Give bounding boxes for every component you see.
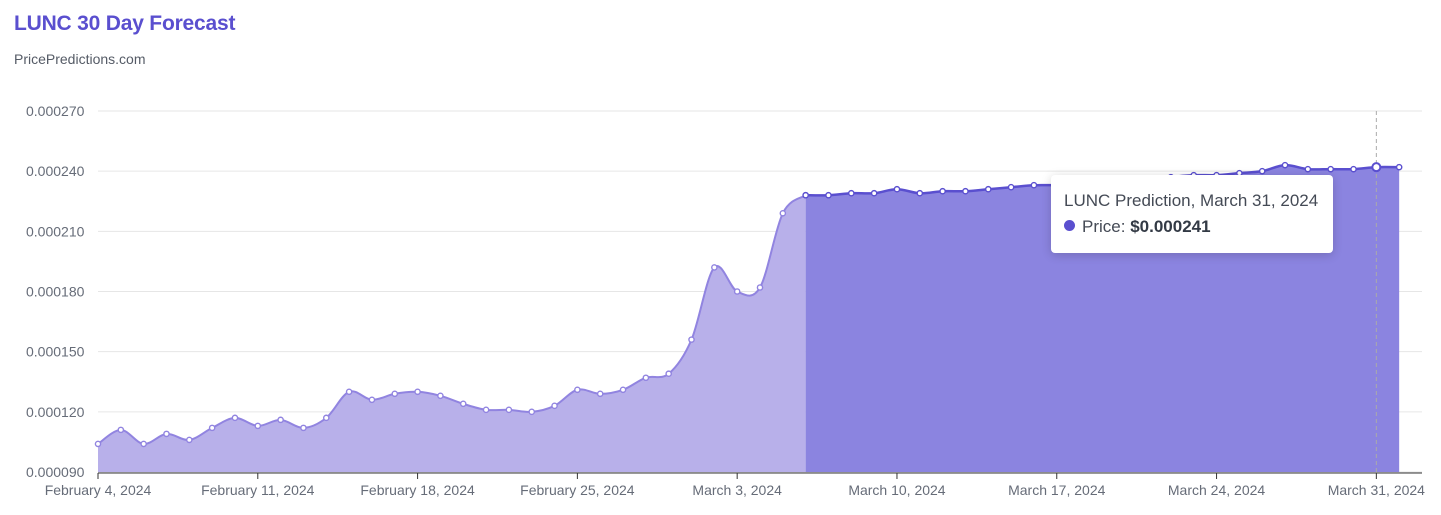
y-tick-label: 0.000210 [26, 223, 85, 239]
historical-point [574, 386, 581, 394]
price-tooltip: LUNC Prediction, March 31, 2024 Price: $… [1051, 175, 1333, 253]
y-tick-label: 0.000240 [26, 163, 85, 179]
historical-point [414, 388, 421, 396]
tooltip-title: LUNC Prediction, March 31, 2024 [1064, 191, 1319, 210]
forecast-point [1258, 167, 1266, 175]
x-tick-label: February 25, 2024 [520, 482, 635, 498]
forecast-point [984, 185, 992, 193]
chart-title: LUNC 30 Day Forecast [14, 12, 236, 35]
historical-point [459, 400, 467, 408]
historical-point [368, 396, 376, 404]
forecast-point [1327, 165, 1334, 173]
historical-point [437, 392, 444, 400]
historical-point [733, 288, 741, 295]
y-tick-label: 0.000150 [26, 344, 85, 360]
historical-point [345, 388, 353, 396]
y-tick-label: 0.000120 [26, 404, 85, 420]
forecast-point [1281, 161, 1289, 169]
x-tick-label: February 18, 2024 [360, 482, 475, 498]
forecast-point [1304, 165, 1312, 173]
forecast-point [1007, 183, 1015, 191]
historical-point [254, 422, 262, 430]
historical-point [231, 414, 239, 422]
historical-point [756, 284, 764, 291]
forecast-point [825, 191, 832, 199]
x-tick-label: March 24, 2024 [1168, 482, 1265, 498]
y-tick-label: 0.000180 [26, 284, 85, 300]
historical-point [551, 402, 558, 410]
x-tick-label: March 31, 2024 [1328, 482, 1425, 498]
historical-point [208, 424, 216, 432]
historical-point [779, 209, 787, 217]
historical-point [482, 406, 490, 414]
historical-area [98, 195, 806, 472]
tooltip-price-label: Price: [1082, 217, 1126, 236]
x-tick-label: March 10, 2024 [848, 482, 945, 498]
historical-point [619, 386, 627, 394]
historical-point [94, 440, 102, 448]
x-tick-label: March 17, 2024 [1008, 482, 1105, 498]
forecast-point [1030, 181, 1038, 189]
forecast-point [916, 189, 924, 197]
historical-point [140, 440, 147, 448]
historical-point [596, 390, 604, 398]
forecast-point [1350, 165, 1357, 173]
x-tick-label: March 3, 2024 [692, 482, 782, 498]
historical-point [186, 436, 193, 444]
historical-point [665, 370, 672, 378]
historical-point [711, 264, 718, 271]
forecast-point [939, 187, 946, 195]
forecast-point [893, 185, 901, 193]
forecast-point [1395, 163, 1403, 171]
historical-point [505, 406, 513, 414]
y-tick-label: 0.000090 [26, 464, 85, 480]
historical-point [117, 426, 125, 434]
historical-point [642, 374, 650, 382]
series-color-dot [1064, 220, 1075, 231]
y-tick-label: 0.000270 [26, 103, 85, 119]
historical-point [688, 336, 695, 343]
historical-point [391, 390, 399, 398]
tooltip-price-value: $0.000241 [1130, 217, 1211, 236]
x-tick-label: February 4, 2024 [45, 482, 152, 498]
historical-point [322, 414, 330, 422]
highlighted-point [1371, 162, 1382, 173]
x-tick-label: February 11, 2024 [201, 482, 315, 498]
chart-source: PricePredictions.com [14, 51, 146, 67]
forecast-point [802, 191, 809, 199]
tooltip-price-row: Price: $0.000241 [1064, 217, 1211, 237]
historical-point [300, 424, 307, 432]
historical-point [163, 430, 170, 438]
forecast-point [962, 187, 969, 195]
forecast-point [848, 189, 855, 197]
forecast-point [870, 189, 878, 197]
historical-point [528, 408, 536, 416]
historical-point [277, 416, 284, 424]
